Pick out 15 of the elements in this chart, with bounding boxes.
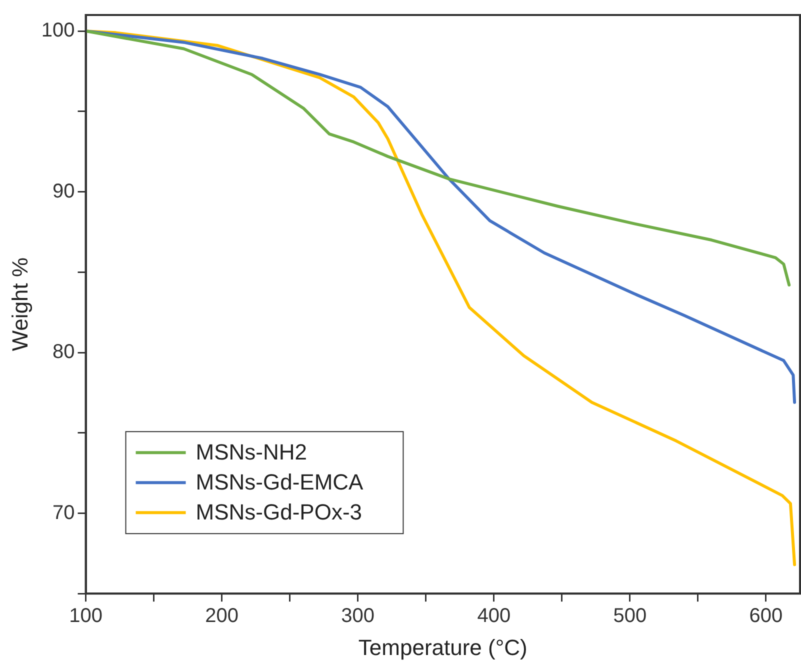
x-axis-title: Temperature (°C)	[358, 634, 528, 660]
x-tick-label: 100	[69, 605, 102, 628]
y-tick-label: 70	[52, 502, 75, 524]
x-tick-label: 300	[341, 605, 375, 628]
x-tick-label: 600	[749, 605, 783, 628]
y-tick-label: 90	[52, 180, 75, 202]
x-tick-label: 200	[205, 605, 238, 628]
legend-label: MSNs-Gd-EMCA	[196, 470, 364, 495]
y-axis-title: Weight %	[7, 257, 32, 352]
y-tick-label: 80	[52, 341, 75, 364]
legend-label: MSNs-NH2	[196, 440, 308, 465]
x-tick-label: 400	[477, 605, 511, 628]
x-tick-label: 500	[613, 605, 647, 628]
y-tick-label: 100	[41, 20, 75, 42]
legend-label: MSNs-Gd-POx-3	[196, 500, 362, 525]
